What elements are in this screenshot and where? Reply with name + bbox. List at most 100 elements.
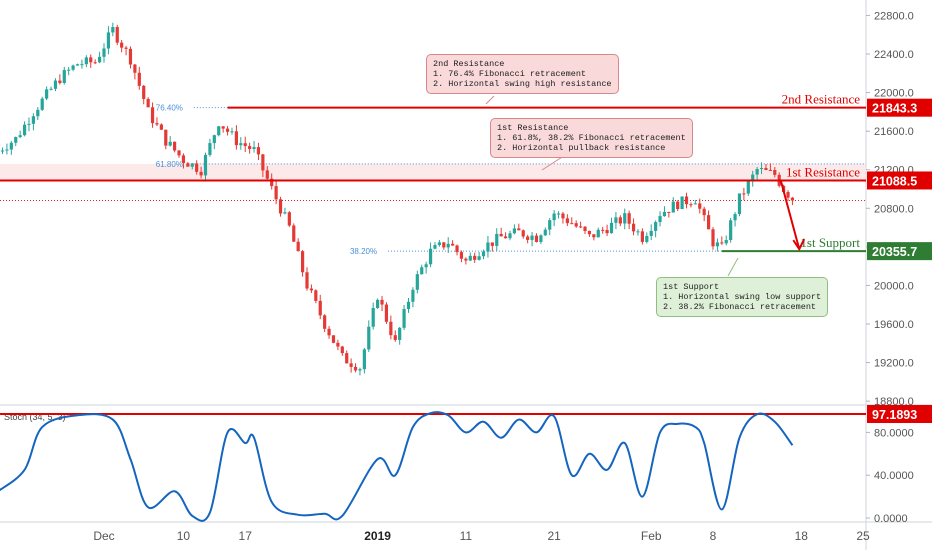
candle-body-63 [274,186,278,200]
candle-body-113 [495,233,499,246]
candle-body-141 [618,217,622,224]
candle-body-20 [84,57,88,65]
candle-body-67 [292,225,296,242]
candle-body-11 [45,89,49,99]
price-tick-label-8: 19600.0 [874,319,914,331]
candle-body-150 [658,216,662,223]
candle-body-12 [49,88,53,90]
candle-body-43 [186,163,190,167]
candle-body-112 [490,242,494,246]
candle-body-102 [446,243,450,248]
callout-1st-support-line2: 1. Horizontal swing low support [663,292,822,302]
callout-1st-support-line1: 1st Support [663,282,720,292]
candle-body-52 [225,128,230,132]
candle-body-123 [539,235,543,242]
candle-body-143 [627,213,631,224]
time-tick-label-1: 10 [177,529,191,543]
candle-body-85 [371,307,375,327]
arrow-head [792,238,806,252]
time-tick-label-0: Dec [93,529,114,543]
candle-body-84 [367,326,371,350]
callout-2nd-resistance-line1: 2nd Resistance [433,59,505,69]
candle-body-36 [155,123,159,125]
callout-2nd-resistance-line2: 1. 76.4% Fibonacci retracement [433,69,587,79]
candle-body-80 [349,363,353,367]
candle-body-29 [124,47,128,49]
candle-body-138 [605,230,609,234]
candle-body-3 [9,142,13,150]
time-axis: Dec 10 17 2019 11 21 Feb 8 18 25 [93,529,870,543]
candle-body-82 [358,369,362,371]
candle-body-54 [234,131,238,146]
time-tick-label-7: 8 [710,529,717,543]
candle-body-53 [230,131,234,133]
candle-body-118 [517,228,521,231]
callout-1st-resistance: 1st Resistance 1. 61.8%, 38.2% Fibonacci… [490,118,693,158]
candle-body-167 [733,214,737,221]
fib-label-2: 38.20% [350,247,377,256]
candle-body-6 [22,124,27,136]
candle-body-40 [173,141,177,151]
candle-body-78 [340,346,344,354]
candle-body-171 [751,174,755,182]
candle-body-27 [115,27,119,43]
candle-body-92 [402,309,406,328]
candle-body-157 [689,204,693,206]
candle-body-44 [190,163,194,167]
candle-body-139 [609,222,614,234]
price-tick-label-5: 20800.0 [874,203,914,215]
candle-body-134 [587,230,592,235]
time-tick-label-9: 25 [856,529,870,543]
candle-body-61 [265,170,269,179]
candle-body-169 [742,193,746,195]
candle-body-77 [336,342,340,347]
candle-body-14 [58,80,62,83]
candle-body-145 [636,231,640,233]
candle-body-90 [393,335,397,340]
time-tick-label-8: 18 [795,529,809,543]
candle-body-166 [729,220,733,241]
candle-body-19 [80,64,84,66]
level-value-1: 21088.5 [872,174,917,188]
candle-body-133 [583,226,587,231]
fib-label-1: 61.80% [156,160,183,169]
candle-body-87 [380,299,384,305]
candle-body-64 [278,199,283,214]
stoch-axis-ticks: 80.0000 40.0000 0.0000 [866,427,914,525]
candle-body-24 [102,48,106,57]
stoch-tick-label-2: 0.0000 [874,513,908,525]
candle-body-152 [667,211,671,213]
candle-body-153 [671,201,675,213]
price-tick-label-1: 22400.0 [874,49,914,61]
candle-body-9 [36,109,40,117]
candle-body-107 [468,255,472,261]
candle-body-100 [437,242,441,246]
candle-body-97 [424,264,428,268]
candle-body-4 [14,137,18,143]
price-tick-label-0: 22800.0 [874,10,914,22]
candle-body-96 [420,267,424,275]
candle-body-83 [362,349,366,370]
candle-body-59 [256,147,261,155]
callout-support-pointer [727,257,739,277]
candle-body-176 [773,170,777,175]
candle-body-16 [67,69,71,71]
candle-body-57 [248,146,252,149]
candle-body-88 [384,304,389,322]
candle-body-130 [570,223,574,225]
candle-body-120 [526,236,530,240]
candle-body-111 [486,242,490,252]
candle-body-179 [786,191,790,198]
candle-body-106 [464,258,468,261]
resistance-zone-shade [0,163,866,181]
candle-body-165 [724,240,728,244]
price-tick-label-9: 19200.0 [874,358,914,370]
candle-body-72 [314,290,318,301]
candle-body-105 [459,252,464,259]
callout-2nd-resistance: 2nd Resistance 1. 76.4% Fibonacci retrac… [426,54,619,94]
candle-body-172 [755,169,759,175]
candle-body-58 [252,147,256,149]
candle-body-148 [649,230,653,236]
candle-body-1 [0,150,5,152]
